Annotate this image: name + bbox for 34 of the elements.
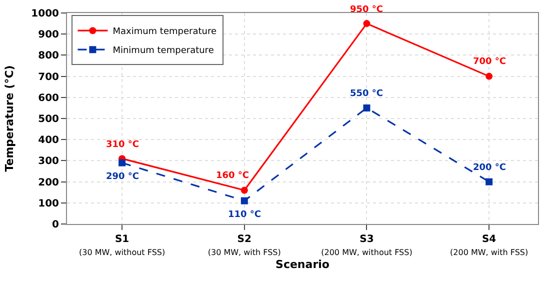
x-tick-label: S4 (200 MW, with FSS)	[450, 234, 528, 257]
y-tick-label: 900	[38, 30, 60, 41]
point	[240, 197, 248, 204]
data-label: 160 °C	[216, 171, 250, 181]
x-tick-label: S3 (200 MW, without FSS)	[321, 234, 412, 257]
point	[363, 104, 370, 112]
y-tick-label: 0	[52, 220, 60, 230]
y-tick-label: 800	[38, 50, 60, 62]
y-tick-label: 200	[38, 177, 60, 188]
x-tick-label: S2 (30 MW, with FSS)	[208, 234, 281, 257]
data-label: 950 °C	[350, 5, 384, 15]
y-axis-title: Temperature (°C)	[2, 65, 16, 172]
data-label: 700 °C	[473, 57, 506, 67]
data-label: 200 °C	[473, 163, 506, 173]
y-tick-label: 1000	[31, 8, 60, 20]
point	[240, 186, 248, 194]
y-tick-label: 100	[38, 198, 60, 210]
point	[118, 159, 126, 166]
legend-label: Maximum temperature	[112, 27, 217, 38]
legend-label: Minimum temperature	[112, 46, 214, 56]
point	[363, 20, 370, 28]
y-tick-label: 600	[38, 92, 60, 104]
y-tick-label: 700	[38, 72, 60, 83]
data-label: 550 °C	[350, 89, 384, 99]
y-tick-label: 500	[38, 114, 60, 125]
data-label: 290 °C	[106, 172, 140, 182]
y-tick-label: 400	[38, 135, 60, 146]
x-tick-label: S1 (30 MW, without FSS)	[78, 234, 166, 257]
data-label: 110 °C	[228, 210, 262, 220]
x-axis-title: Scenario	[276, 258, 330, 272]
data-label: 310 °C	[106, 140, 140, 150]
point	[486, 178, 493, 186]
y-tick-label: 300	[38, 156, 60, 168]
point	[486, 72, 493, 80]
